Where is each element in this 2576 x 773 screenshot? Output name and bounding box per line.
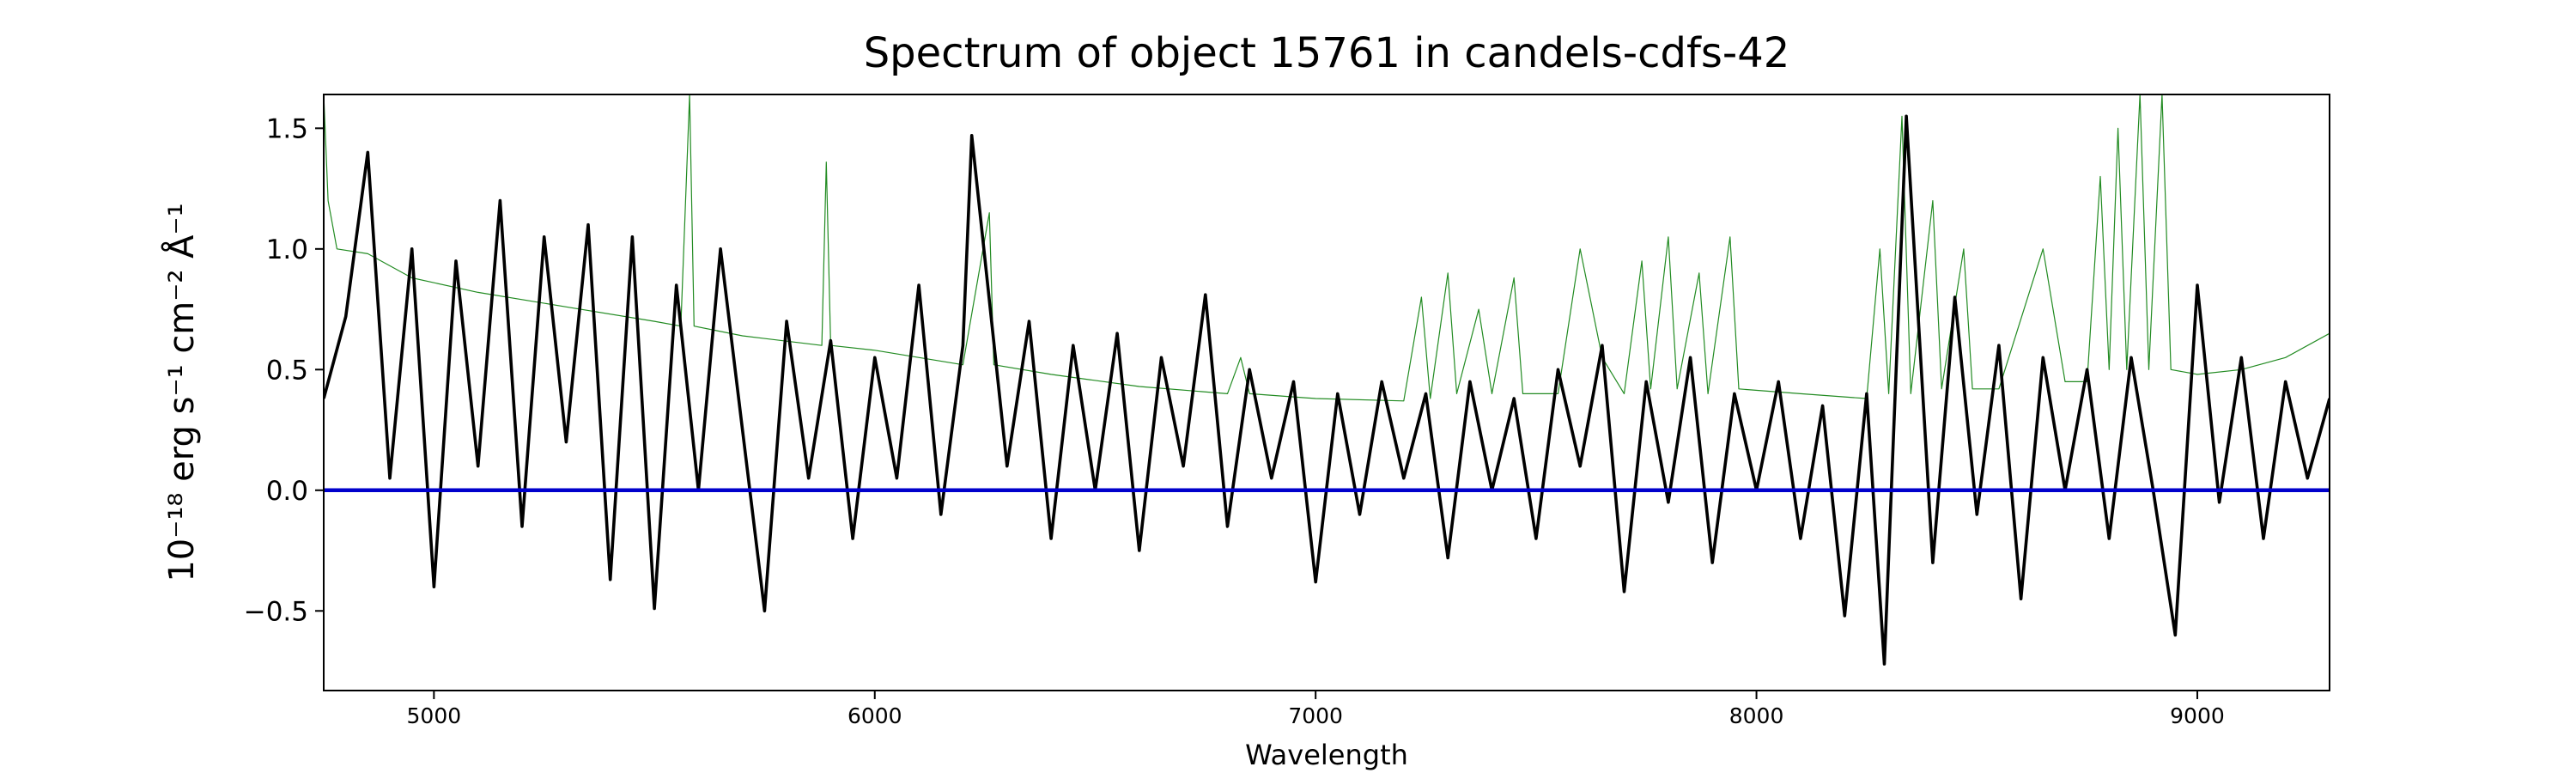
series-group bbox=[324, 94, 2330, 666]
x-tick-label: 6000 bbox=[848, 703, 902, 728]
x-tick-label: 7000 bbox=[1288, 703, 1343, 728]
y-tick-label: 1.0 bbox=[266, 234, 308, 265]
y-axis-label: 10⁻¹⁸ erg s⁻¹ cm⁻² Å⁻¹ bbox=[161, 203, 202, 581]
y-tick-label: 1.5 bbox=[266, 113, 308, 144]
y-tick-label: −0.5 bbox=[244, 596, 308, 627]
spectrum-line bbox=[324, 94, 2330, 402]
x-tick-label: 9000 bbox=[2170, 703, 2225, 728]
y-tick-label: 0.5 bbox=[266, 355, 308, 386]
x-axis-label: Wavelength bbox=[1245, 739, 1408, 771]
x-tick-label: 8000 bbox=[1729, 703, 1784, 728]
spectrum-line bbox=[324, 114, 2330, 666]
y-tick-label: 0.0 bbox=[266, 476, 308, 507]
chart-title: Spectrum of object 15761 in candels-cdfs… bbox=[864, 29, 1790, 77]
axes-frame bbox=[323, 94, 2330, 691]
x-tick-label: 5000 bbox=[407, 703, 462, 728]
